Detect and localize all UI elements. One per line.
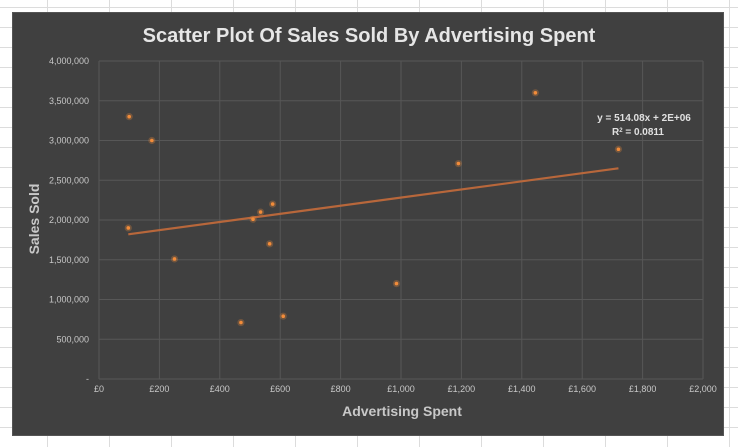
data-point[interactable] [267,242,272,246]
y-tick-label: 3,500,000 [49,96,89,106]
data-point[interactable] [172,257,177,261]
y-tick-label: 2,000,000 [49,215,89,225]
chart-area[interactable]: £0 £200 £400 £600 £800 £1,000 £1,200 £1,400 £1,6… [12,12,724,436]
data-point[interactable] [394,281,399,286]
y-tick-label: 2,500,000 [49,175,89,185]
data-point[interactable] [270,202,275,206]
x-tick-label: £600 [270,384,290,394]
scatter-chart: £0 £200 £400 £600 £800 £1,000 £1,200 £1,400 £1,6… [26,25,717,419]
y-axis-title: Sales Sold [26,184,42,255]
data-point[interactable] [456,161,461,166]
x-tick-label: £800 [331,384,351,394]
data-point[interactable] [251,217,255,222]
trendline-layer [128,167,619,236]
data-point[interactable] [239,320,243,325]
trendline-r-squared: R2 = 0.0811 [612,127,664,138]
x-tick-label: £200 [149,384,169,394]
data-point[interactable] [127,114,131,119]
data-point[interactable] [150,138,154,143]
trendline-equation: y = 514.08x + 2E+06 [597,113,691,124]
x-tick-label: £400 [210,384,230,394]
x-tick-label: £1,400 [508,384,536,394]
y-tick-label: - [86,374,89,384]
points-layer [124,89,623,327]
x-tick-label: £0 [94,384,104,394]
y-tick-label: 1,000,000 [49,295,89,305]
x-tick-label: £2,000 [689,384,717,394]
data-point[interactable] [258,210,263,214]
data-point[interactable] [281,314,286,318]
y-tick-label: 500,000 [56,334,89,344]
x-tick-label: £1,000 [387,384,415,394]
data-point[interactable] [616,147,621,152]
x-tick-label: £1,600 [568,384,596,394]
x-tick-label: £1,800 [629,384,657,394]
gridlines [98,60,704,380]
y-tick-label: 1,500,000 [49,255,89,265]
chart-title: Scatter Plot Of Sales Sold By Advertisin… [143,25,596,47]
tick-labels: £0 £200 £400 £600 £800 £1,000 £1,200 £1,400 £1,6… [49,56,717,394]
x-tick-label: £1,200 [448,384,476,394]
trendline [128,167,619,236]
y-tick-label: 4,000,000 [49,56,89,66]
data-point[interactable] [126,226,131,230]
x-axis-title: Advertising Spent [342,403,462,419]
data-point[interactable] [533,91,538,95]
y-tick-label: 3,000,000 [49,136,89,146]
